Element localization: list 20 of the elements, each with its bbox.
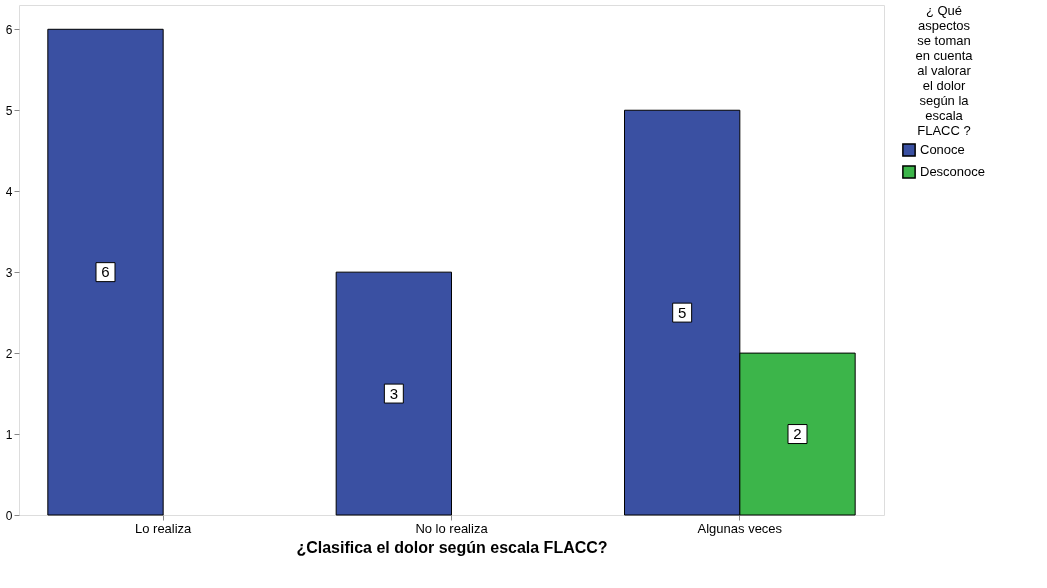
y-tick-label: 4 — [5, 184, 13, 199]
legend-label: Desconoce — [920, 164, 986, 179]
data-label: 6 — [101, 263, 110, 281]
bar — [335, 271, 452, 516]
text: ¿ Qué aspectos se toman en cuenta al valorar el dolor según la escala FLACC ? — [915, 3, 973, 138]
data-label: 5 — [677, 303, 687, 321]
y-tick-label: 2 — [5, 346, 13, 361]
data-label: 3 — [389, 384, 399, 402]
x-tick-label: Lo realiza — [134, 520, 193, 536]
y-tick-label: 5 — [5, 103, 13, 118]
y-tick-label: 3 — [5, 265, 13, 280]
x-tick-label: Algunas veces — [697, 520, 783, 536]
bar — [47, 28, 164, 516]
y-tick-label: 6 — [5, 22, 13, 37]
x-tick-label: No lo realiza — [415, 520, 489, 536]
y-tick-label: 0 — [5, 508, 13, 523]
x-axis-title: ¿Clasifica el dolor según escala FLACC? — [296, 538, 608, 556]
legend-label: Conoce — [920, 142, 965, 157]
y-tick-label: 1 — [5, 427, 13, 442]
data-label: 2 — [793, 425, 802, 443]
